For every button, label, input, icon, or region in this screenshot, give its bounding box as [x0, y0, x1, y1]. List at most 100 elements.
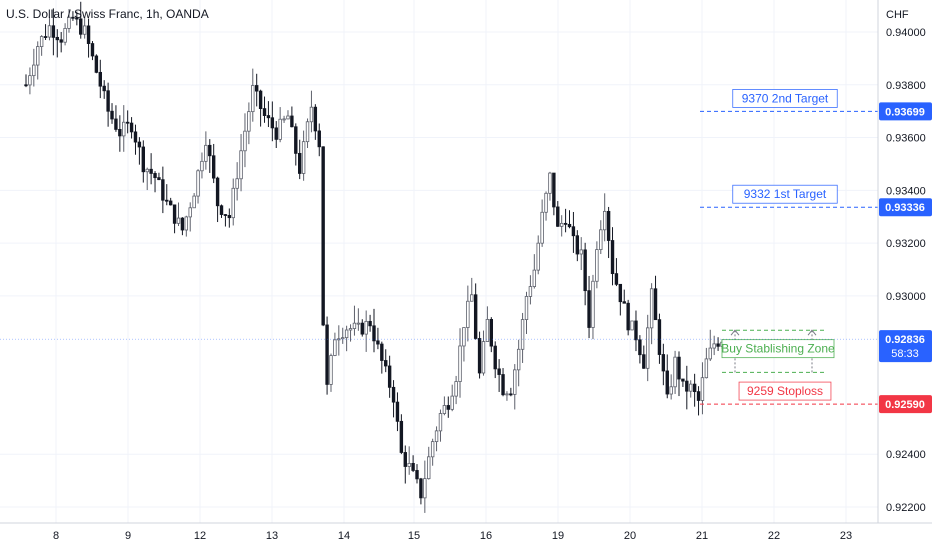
candle: [180, 217, 185, 236]
candle: [161, 166, 165, 214]
candle-body: [622, 301, 626, 304]
candle-body: [59, 39, 63, 43]
candle: [630, 320, 634, 331]
level-price-tag-text: 0.92590: [885, 399, 925, 411]
candle-body: [630, 320, 634, 331]
candle: [595, 241, 599, 289]
candle-body: [712, 343, 716, 349]
x-tick-label: 14: [338, 530, 350, 542]
candle-body: [563, 222, 568, 225]
candle-body: [595, 249, 599, 282]
candle-body: [395, 401, 400, 422]
level-price-tag-text: 0.93336: [885, 202, 925, 214]
candle-body: [188, 207, 192, 218]
x-tick-label: 8: [53, 530, 59, 542]
candle-body: [661, 354, 666, 372]
candle: [294, 123, 298, 166]
x-tick-label: 21: [696, 530, 708, 542]
candle-body: [685, 380, 689, 392]
candle-body: [39, 36, 44, 48]
candle-body: [391, 386, 396, 403]
candle-body: [309, 106, 314, 123]
candle: [305, 118, 310, 149]
candle: [485, 306, 490, 342]
zone-label: Buy Stablishing Zone: [721, 342, 835, 356]
candle: [247, 102, 251, 145]
candle: [493, 341, 497, 379]
candle: [626, 299, 630, 336]
candle: [75, 11, 79, 26]
candle: [290, 106, 294, 128]
candle: [587, 275, 591, 339]
candle: [575, 230, 580, 262]
candle: [329, 353, 333, 392]
x-tick-label: 23: [840, 530, 852, 542]
candle: [520, 312, 525, 363]
candle-body: [278, 118, 282, 140]
candle: [47, 16, 52, 41]
candle: [219, 204, 224, 218]
candle: [122, 105, 126, 152]
candle: [106, 82, 110, 127]
candle: [90, 41, 95, 61]
candle-body: [114, 118, 118, 130]
x-tick-label: 12: [194, 530, 206, 542]
candle-body: [55, 36, 59, 41]
candle-body: [536, 242, 540, 271]
candle-body: [610, 240, 615, 275]
candle-body: [184, 216, 189, 231]
candle: [677, 351, 681, 397]
candle-body: [528, 286, 533, 297]
candle-body: [172, 204, 177, 224]
candle: [606, 206, 611, 259]
x-tick-label: 9: [125, 530, 131, 542]
candle-body: [231, 187, 235, 219]
x-tick-label: 20: [624, 530, 636, 542]
candle-body: [692, 383, 697, 393]
candle-body: [133, 131, 138, 143]
candle-body: [266, 115, 271, 119]
level-label: 9370 2nd Target: [742, 91, 829, 105]
candle-body: [352, 322, 357, 329]
candle-body: [470, 294, 474, 302]
candle: [278, 107, 282, 143]
candle: [28, 67, 32, 95]
candle-body: [689, 383, 693, 392]
candle: [419, 477, 423, 505]
candle: [165, 184, 169, 206]
candle-body: [149, 168, 153, 174]
candle-body: [376, 340, 380, 345]
candle: [208, 139, 212, 173]
candle-body: [317, 130, 321, 148]
level-label: 9332 1st Target: [744, 187, 827, 201]
candle: [509, 387, 513, 397]
candle: [571, 211, 576, 253]
candle: [567, 210, 572, 229]
candle-body: [567, 223, 572, 228]
x-tick-label: 13: [266, 530, 278, 542]
candle: [552, 172, 556, 216]
candle-body: [548, 172, 552, 194]
candle: [157, 172, 161, 181]
candle: [133, 124, 138, 155]
candle: [364, 310, 368, 352]
zone-arrow-head: [807, 329, 817, 336]
candle: [337, 325, 341, 356]
candle-body: [657, 319, 662, 355]
candle-body: [176, 217, 181, 224]
candle-body: [270, 117, 275, 129]
candle-body: [399, 420, 404, 453]
candle-body: [329, 355, 333, 385]
candle: [153, 171, 157, 193]
candle-body: [516, 348, 521, 371]
candle: [602, 193, 607, 242]
candle-body: [618, 283, 623, 303]
candle-body: [544, 192, 548, 213]
candle: [71, 11, 75, 21]
candle: [513, 364, 517, 410]
candle: [200, 152, 204, 179]
candle: [129, 117, 134, 139]
